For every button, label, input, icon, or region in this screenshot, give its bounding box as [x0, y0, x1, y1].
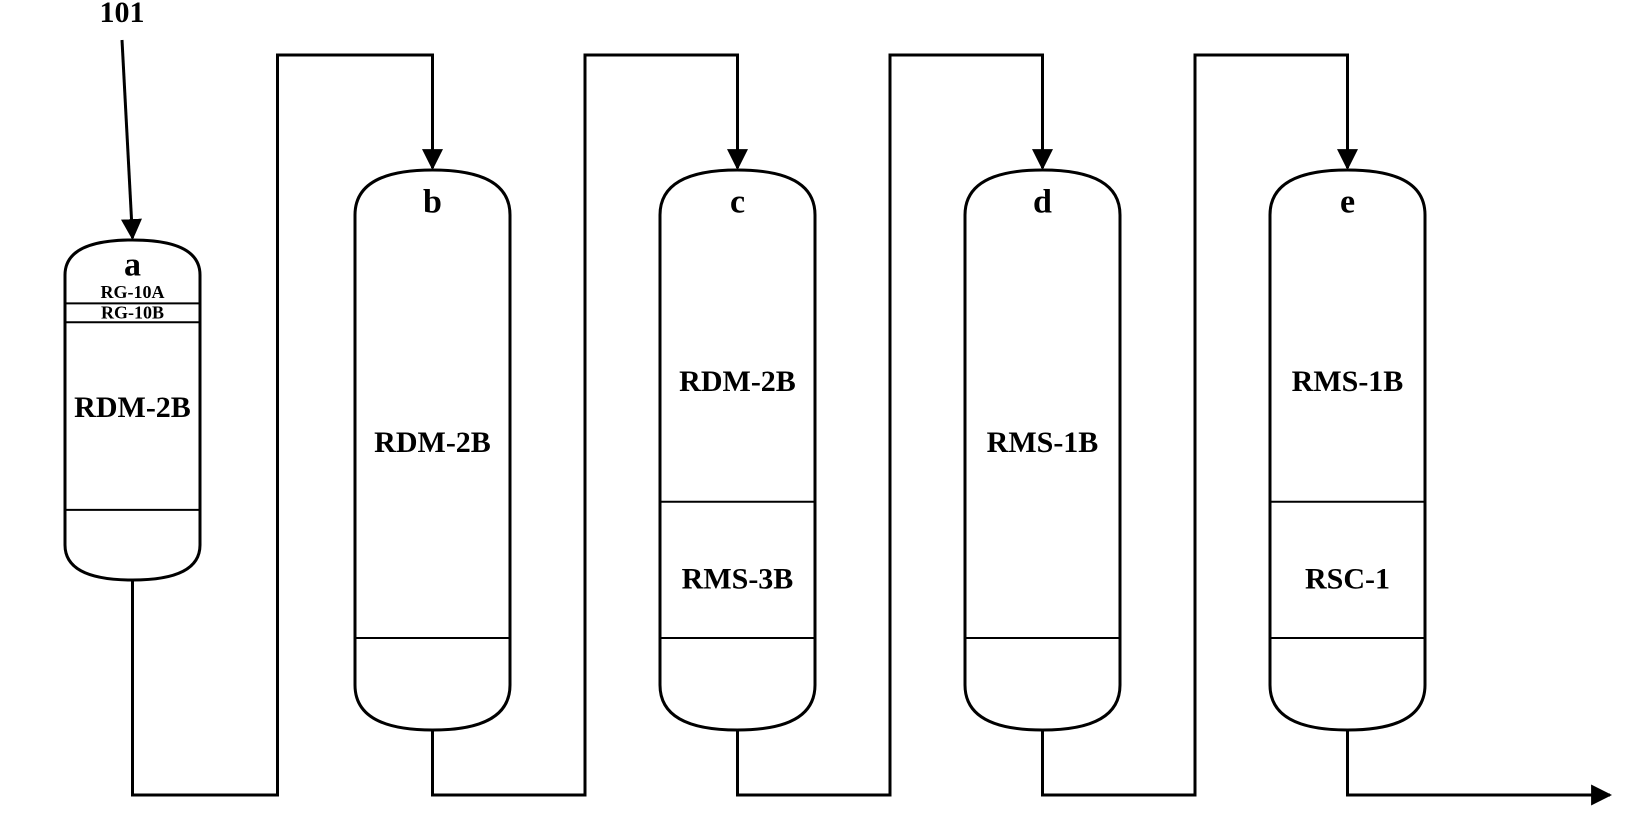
reactor-a-label-2: RDM-2B — [74, 391, 191, 424]
flow-d-to-e — [1043, 55, 1348, 795]
reactor-c-label-1: RMS-3B — [682, 562, 794, 595]
reactor-c: c RDM-2B RMS-3B — [660, 170, 815, 730]
reactor-b: b RDM-2B — [355, 170, 510, 730]
reactor-e: e RMS-1B RSC-1 — [1270, 170, 1425, 730]
reactor-e-letter: e — [1340, 183, 1355, 220]
reactor-e-label-0: RMS-1B — [1292, 365, 1404, 398]
reactor-d-letter: d — [1033, 183, 1052, 220]
reactor-e-outline — [1270, 170, 1425, 730]
reactor-b-letter: b — [423, 183, 442, 220]
reactor-a-letter: a — [124, 246, 141, 283]
flow-a-to-b — [133, 55, 433, 795]
reactor-b-label-0: RDM-2B — [374, 426, 491, 459]
flow-input-a — [122, 40, 133, 238]
reactor-d: d RMS-1B — [965, 170, 1120, 730]
flow-c-to-d — [738, 55, 1043, 795]
reactor-d-label-0: RMS-1B — [987, 426, 1099, 459]
input-stream-label: 101 — [100, 0, 145, 29]
reactor-c-outline — [660, 170, 815, 730]
flow-output-e — [1348, 730, 1611, 795]
reactor-e-label-1: RSC-1 — [1305, 562, 1390, 595]
reactor-a-label-1: RG-10B — [101, 302, 164, 322]
reactor-a: aRG-10ARG-10B RDM-2B — [65, 240, 200, 580]
flow-b-to-c — [433, 55, 738, 795]
reactor-c-label-0: RDM-2B — [679, 365, 796, 398]
reactor-a-label-0: RG-10A — [101, 282, 165, 302]
reactor-c-letter: c — [730, 183, 745, 220]
